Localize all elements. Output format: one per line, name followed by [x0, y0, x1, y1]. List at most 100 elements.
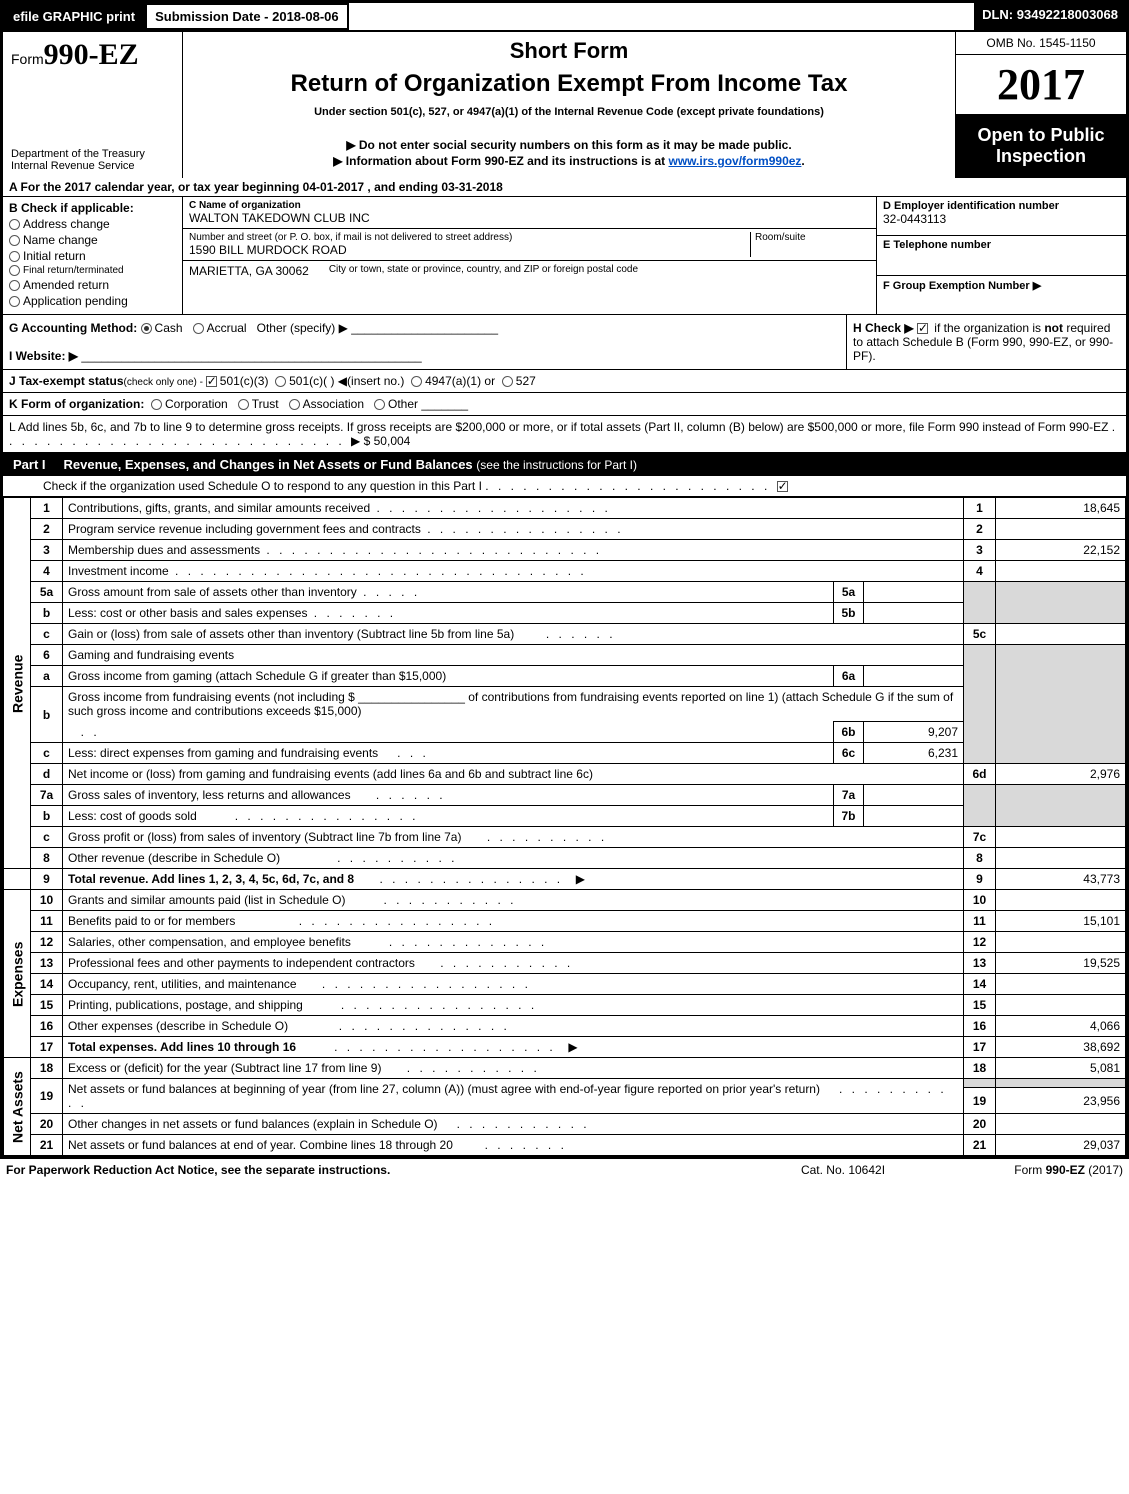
row-num: a	[31, 666, 63, 687]
inner-num: 6c	[834, 743, 864, 764]
radio-icon	[9, 265, 20, 276]
dept-block: Department of the Treasury Internal Reve…	[11, 148, 174, 172]
radio-icon[interactable]	[289, 399, 300, 410]
c-room-label: Room/suite	[755, 232, 870, 243]
row-text: Other expenses (describe in Schedule O) …	[63, 1016, 964, 1037]
table-row: 17 Total expenses. Add lines 10 through …	[4, 1037, 1126, 1058]
row-num: c	[31, 827, 63, 848]
row-rnum: 16	[964, 1016, 996, 1037]
row-text: Benefits paid to or for members . . . . …	[63, 911, 964, 932]
radio-icon	[9, 251, 20, 262]
radio-icon[interactable]	[411, 376, 422, 387]
row-value	[996, 974, 1126, 995]
h-not: not	[1044, 321, 1063, 335]
line-a-end: 03-31-2018	[441, 180, 502, 194]
part1-title-text: Revenue, Expenses, and Changes in Net As…	[64, 457, 477, 472]
part1-label: Part I	[3, 453, 56, 476]
row-text: Less: direct expenses from gaming and fu…	[63, 743, 834, 764]
b-opt-label: Address change	[23, 217, 110, 231]
c-name-value: WALTON TAKEDOWN CLUB INC	[189, 211, 870, 225]
row-rnum: 14	[964, 974, 996, 995]
line-a-mid: , and ending	[364, 180, 441, 194]
b-opt-final-return[interactable]: Final return/terminated	[9, 265, 176, 276]
efile-print-button[interactable]: efile GRAPHIC print	[3, 3, 145, 30]
note-info: ▶ Information about Form 990-EZ and its …	[193, 154, 945, 168]
row-num: 15	[31, 995, 63, 1016]
b-opt-address-change[interactable]: Address change	[9, 217, 176, 231]
open-line2: Inspection	[962, 146, 1120, 167]
inner-num: 7a	[834, 785, 864, 806]
row-value: 22,152	[996, 540, 1126, 561]
table-row: a Gross income from gaming (attach Sched…	[4, 666, 1126, 687]
row-text: Gain or (loss) from sale of assets other…	[63, 624, 964, 645]
form-prefix: Form	[11, 51, 44, 67]
row-rnum: 11	[964, 911, 996, 932]
b-opt-name-change[interactable]: Name change	[9, 233, 176, 247]
row-num: c	[31, 743, 63, 764]
h-checkbox-icon[interactable]	[917, 323, 928, 334]
row-num: 11	[31, 911, 63, 932]
open-line1: Open to Public	[962, 125, 1120, 146]
header-right: OMB No. 1545-1150 2017 Open to Public In…	[956, 32, 1126, 178]
row-value: 43,773	[996, 869, 1126, 890]
k-o2: Trust	[252, 397, 279, 411]
row-num: 5a	[31, 582, 63, 603]
b-heading: B Check if applicable:	[9, 201, 176, 215]
radio-cash-icon[interactable]	[141, 323, 152, 334]
submission-date-box: Submission Date - 2018-08-06	[145, 3, 349, 30]
b-opt-application-pending[interactable]: Application pending	[9, 294, 176, 308]
shade-cell	[996, 582, 1126, 624]
header-left: Form990-EZ Department of the Treasury In…	[3, 32, 183, 178]
b-opt-label: Final return/terminated	[23, 265, 124, 276]
c-addr-value: 1590 BILL MURDOCK ROAD	[189, 243, 750, 257]
radio-icon[interactable]	[238, 399, 249, 410]
row-num: 7a	[31, 785, 63, 806]
row-value: 19,525	[996, 953, 1126, 974]
line-j: J Tax-exempt status(check only one) - 50…	[3, 370, 1126, 393]
dept-irs: Internal Revenue Service	[11, 160, 174, 172]
submission-date: 2018-08-06	[272, 9, 339, 24]
row-num: 18	[31, 1058, 63, 1079]
b-opt-label: Initial return	[23, 249, 86, 263]
form990ez-link[interactable]: www.irs.gov/form990ez	[668, 154, 801, 168]
radio-icon[interactable]	[275, 376, 286, 387]
b-opt-label: Name change	[23, 233, 98, 247]
d-label: D Employer identification number	[883, 200, 1120, 212]
row-text: Gaming and fundraising events	[63, 645, 964, 666]
row-num: 6	[31, 645, 63, 666]
table-row: 4 Investment income . . . . . . . . . . …	[4, 561, 1126, 582]
table-row: 20 Other changes in net assets or fund b…	[4, 1114, 1126, 1135]
row-rnum: 9	[964, 869, 996, 890]
l-arrow: ▶	[351, 434, 360, 448]
omb-number: OMB No. 1545-1150	[956, 32, 1126, 55]
row-num: b	[31, 806, 63, 827]
radio-accrual-icon[interactable]	[193, 323, 204, 334]
table-row: 21 Net assets or fund balances at end of…	[4, 1135, 1126, 1156]
j-501c3-checkbox-icon[interactable]	[206, 376, 217, 387]
schedO-checkbox-icon[interactable]	[777, 481, 788, 492]
table-row: 9 Total revenue. Add lines 1, 2, 3, 4, 5…	[4, 869, 1126, 890]
row-num: 19	[31, 1079, 63, 1114]
radio-icon[interactable]	[151, 399, 162, 410]
b-opt-initial-return[interactable]: Initial return	[9, 249, 176, 263]
c-name-label: C Name of organization	[189, 200, 870, 211]
row-text: Contributions, gifts, grants, and simila…	[63, 498, 964, 519]
section-c: C Name of organization WALTON TAKEDOWN C…	[183, 197, 876, 314]
table-row: b Less: cost or other basis and sales ex…	[4, 603, 1126, 624]
row-num: 10	[31, 890, 63, 911]
row-rnum: 4	[964, 561, 996, 582]
submission-label: Submission Date -	[155, 9, 272, 24]
schedO-text: Check if the organization used Schedule …	[43, 479, 482, 493]
bcdef-grid: B Check if applicable: Address change Na…	[3, 197, 1126, 315]
b-opt-amended-return[interactable]: Amended return	[9, 278, 176, 292]
radio-icon[interactable]	[502, 376, 513, 387]
side-expenses: Expenses	[4, 890, 31, 1058]
k-o4: Other	[388, 397, 418, 411]
radio-icon[interactable]	[374, 399, 385, 410]
table-row: Expenses 10 Grants and similar amounts p…	[4, 890, 1126, 911]
inner-num: 6b	[834, 722, 864, 743]
row-num: 2	[31, 519, 63, 540]
row-text: Printing, publications, postage, and shi…	[63, 995, 964, 1016]
inner-val: 9,207	[864, 722, 964, 743]
row-num: 14	[31, 974, 63, 995]
